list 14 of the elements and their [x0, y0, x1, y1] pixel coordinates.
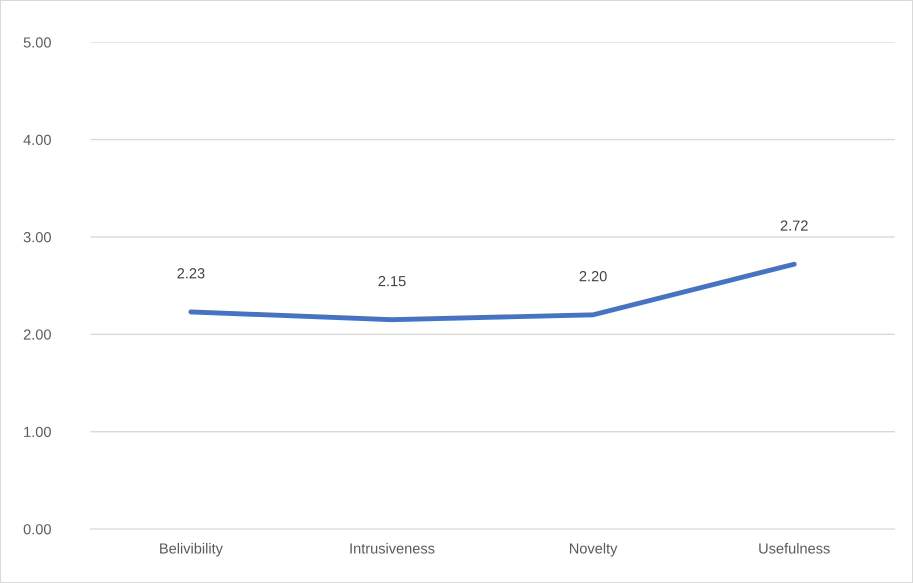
y-tick-label: 1.00 [24, 426, 51, 438]
data-label: 2.20 [580, 271, 607, 282]
x-tick-label: Novelty [570, 542, 618, 556]
data-label: 2.15 [378, 276, 406, 286]
x-tick-label: Intrusiveness [350, 542, 434, 554]
data-label: 2.23 [177, 268, 204, 278]
y-tick-label: 4.00 [23, 134, 51, 145]
x-tick-label: Usefulness [759, 542, 830, 554]
y-tick-label: 0.00 [24, 524, 51, 534]
y-tick-label: 5.00 [24, 37, 51, 48]
x-tick-label: Belivibility [160, 542, 223, 556]
data-label: 2.72 [780, 220, 808, 231]
y-tick-label: 2.00 [24, 329, 51, 340]
y-tick-label: 3.00 [24, 232, 51, 242]
